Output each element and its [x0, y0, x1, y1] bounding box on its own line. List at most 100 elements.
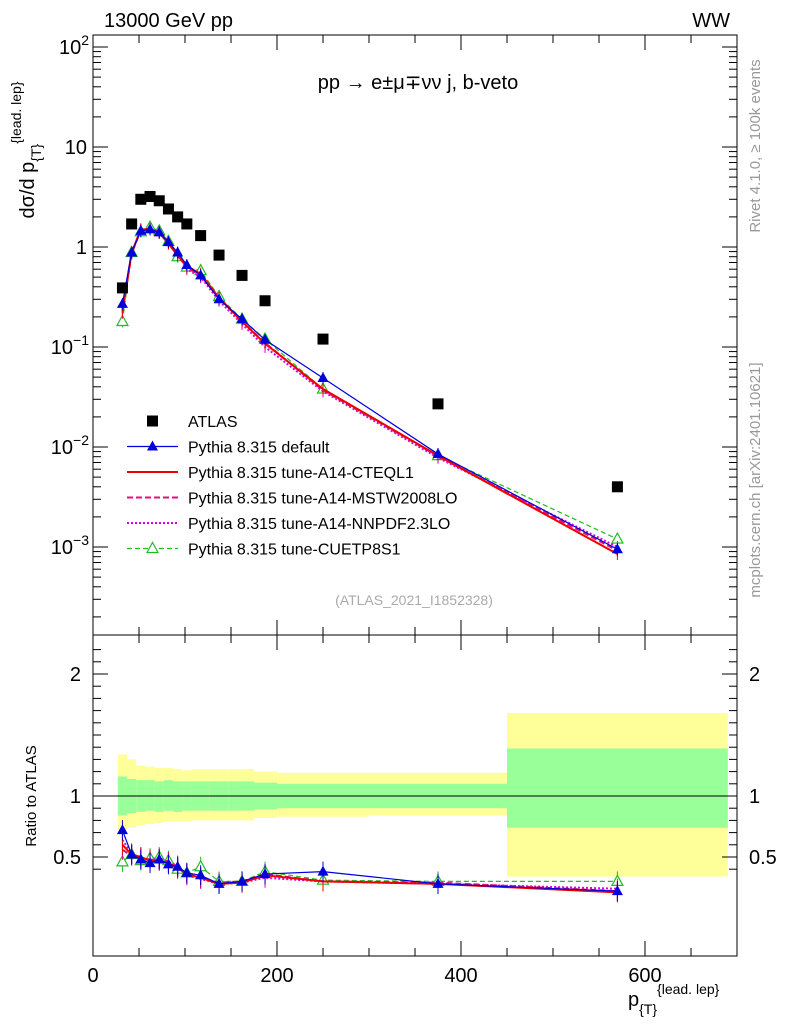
x-tick-label: 400: [444, 965, 477, 987]
data-point: [236, 269, 248, 281]
x-tick-label: 200: [260, 965, 293, 987]
ratio-band-inner: [173, 781, 183, 812]
main-y-axis-label-sub: {T}: [28, 143, 44, 161]
ratio-y-tick-label: 2: [70, 664, 81, 686]
data-point: [259, 295, 271, 307]
legend-label: Pythia 8.315 default: [188, 440, 330, 457]
ratio-y-tick-label-right: 0.5: [749, 847, 777, 869]
ratio-point: [115, 854, 129, 867]
legend-entry-default: Pythia 8.315 default: [127, 440, 330, 457]
legend-marker: [147, 440, 158, 451]
x-axis-label-sub: {T}: [639, 1001, 657, 1017]
ratio-plot-frame: [92, 634, 738, 957]
ratio-band-inner: [163, 780, 174, 811]
main-plot-series: [115, 190, 624, 561]
ratio-band-inner: [145, 780, 155, 811]
data-point: [153, 195, 165, 207]
x-tick-label: 0: [87, 965, 98, 987]
ratio-point: [181, 866, 193, 877]
ratio-point: [126, 848, 138, 859]
x-axis-label: p{T}{lead. lep}: [628, 981, 720, 1017]
ratio-point: [144, 857, 156, 868]
legend-entry-cteql1: Pythia 8.315 tune-A14-CTEQL1: [127, 465, 414, 482]
data-point: [611, 543, 623, 554]
data-point: [135, 193, 147, 205]
data-point: [144, 223, 156, 234]
data-point: [611, 481, 623, 493]
data-point: [259, 333, 271, 344]
data-point: [116, 282, 128, 294]
ratio-band-inner: [507, 748, 728, 828]
data-point: [162, 203, 174, 215]
data-point: [432, 448, 444, 459]
ratio-point: [153, 853, 165, 864]
data-point: [172, 246, 184, 257]
data-point: [116, 297, 128, 308]
data-point: [213, 249, 225, 261]
x-axis-label-sup: {lead. lep}: [657, 981, 720, 997]
ratio-point: [317, 865, 329, 876]
ratio-point: [162, 858, 174, 869]
ratio-point: [432, 877, 444, 888]
data-point: [126, 218, 138, 230]
data-point: [144, 190, 156, 202]
legend-entry-cuetp8s1: Pythia 8.315 tune-CUETP8S1: [127, 541, 401, 559]
data-point: [236, 313, 248, 324]
data-point: [135, 224, 147, 235]
y-tick-label: 102: [59, 32, 89, 59]
data-point: [432, 398, 444, 410]
data-point: [317, 333, 329, 345]
legend-entry-data: ATLAS: [147, 414, 238, 431]
process-label: WW: [692, 10, 730, 32]
y-tick-label: 10−1: [51, 332, 89, 359]
data-point: [195, 269, 207, 280]
legend-label: Pythia 8.315 tune-A14-MSTW2008LO: [188, 491, 457, 508]
main-y-axis-label: dσ/d p{T}{lead. lep}: [8, 81, 44, 218]
data-point: [153, 226, 165, 237]
ratio-point: [172, 860, 184, 871]
legend-marker: [145, 541, 160, 554]
main-y-axis-label-sup: {lead. lep}: [8, 81, 24, 144]
data-point: [126, 246, 138, 257]
ratio-point: [116, 824, 128, 835]
series-data: [116, 190, 623, 493]
main-y-axis-label-main: dσ/d p: [17, 162, 39, 219]
ratio-uncertainty-bands: [117, 713, 728, 877]
rivet-side-label: Rivet 4.1.0, ≥ 100k events: [747, 59, 764, 232]
data-point: [115, 314, 129, 327]
ratio-y-tick-label-right: 2: [749, 664, 760, 686]
ratio-band-inner: [154, 781, 164, 812]
ratio-series-default: [116, 820, 623, 902]
ratio-y-tick-label-right: 1: [749, 786, 760, 808]
data-point: [181, 218, 193, 230]
legend-label: Pythia 8.315 tune-A14-CTEQL1: [188, 465, 414, 482]
data-point: [162, 236, 174, 247]
legend: ATLAS Pythia 8.315 default Pythia 8.315 tu…: [127, 414, 457, 559]
ratio-plot-series: [115, 820, 624, 903]
series-default: [116, 223, 623, 556]
legend-marker: [147, 415, 158, 427]
legend-label: ATLAS: [188, 414, 238, 431]
data-point: [181, 259, 193, 270]
data-point: [172, 211, 184, 223]
y-tick-label: 10: [65, 137, 87, 159]
data-point: [317, 371, 329, 382]
y-tick-label: 10−3: [51, 532, 89, 559]
data-point: [195, 230, 207, 242]
legend-label: Pythia 8.315 tune-A14-NNPDF2.3LO: [188, 516, 450, 533]
ratio-point: [611, 885, 623, 896]
ratio-y-tick-label: 0.5: [53, 847, 81, 869]
y-tick-label: 10−2: [51, 432, 89, 459]
x-tick-label: 600: [628, 965, 661, 987]
x-axis-label-main: p: [628, 989, 639, 1011]
analysis-id: (ATLAS_2021_I1852328): [335, 592, 493, 608]
legend-entry-nnpdf: Pythia 8.315 tune-A14-NNPDF2.3LO: [127, 516, 450, 533]
ratio-point: [135, 853, 147, 864]
ratio-point: [213, 877, 225, 888]
ratio-point: [195, 869, 207, 880]
legend-label: Pythia 8.315 tune-CUETP8S1: [188, 542, 401, 559]
energy-label: 13000 GeV pp: [104, 10, 233, 32]
y-tick-label: 1: [76, 237, 87, 259]
mcplots-side-label: mcplots.cern.ch [arXiv:2401.10621]: [747, 362, 764, 597]
